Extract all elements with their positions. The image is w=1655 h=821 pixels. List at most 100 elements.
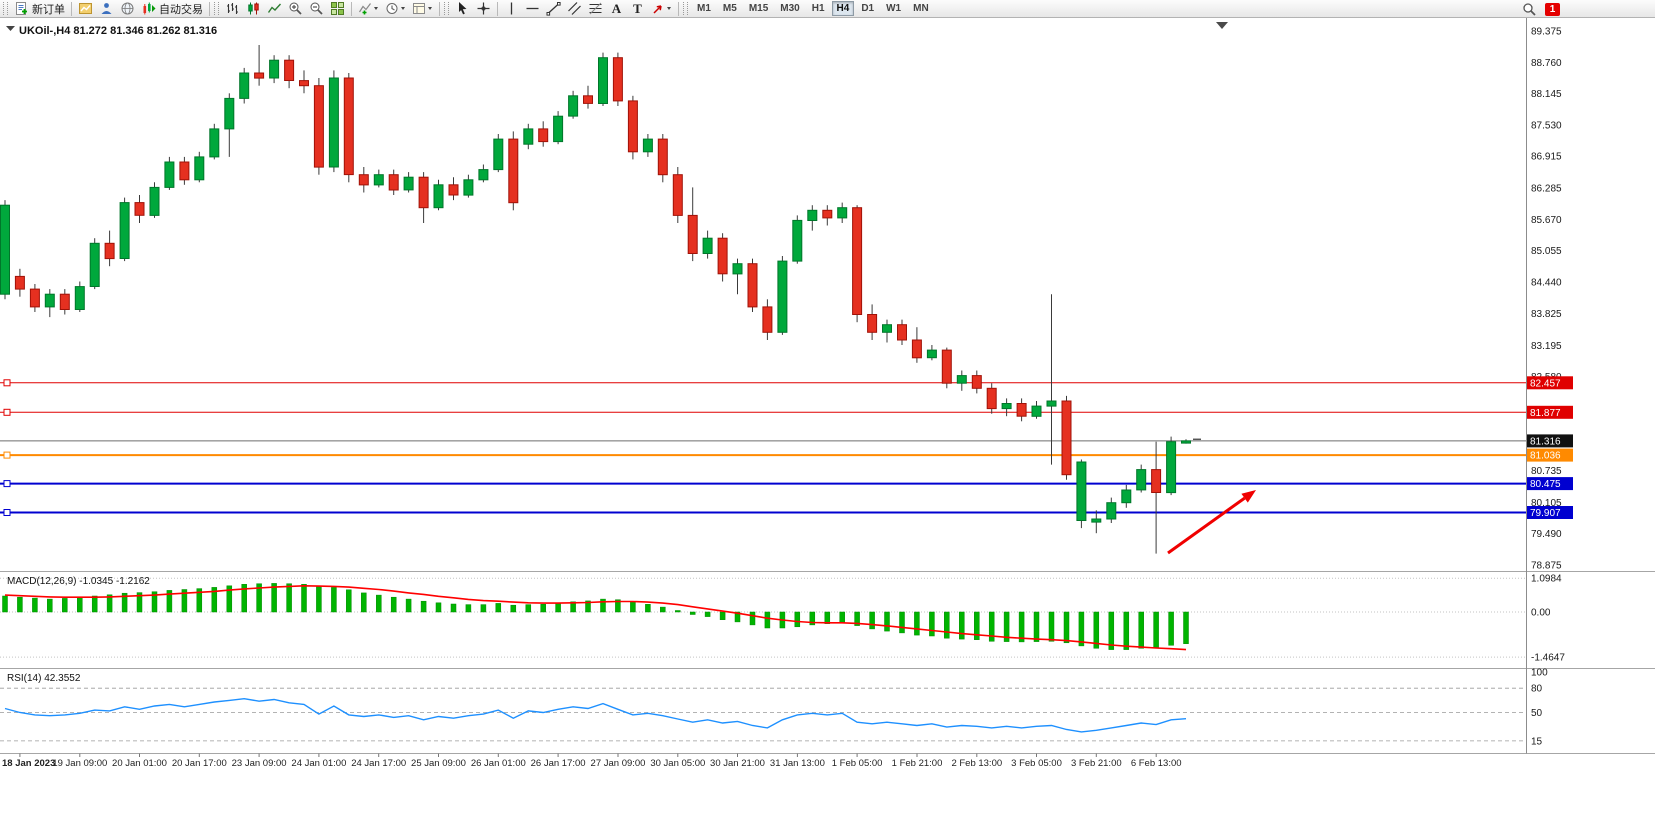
candle-body [702, 237, 713, 254]
macd-bar [226, 585, 233, 613]
line-handle[interactable] [3, 509, 11, 516]
timeframe-button-d1[interactable]: D1 [856, 1, 879, 16]
macd-bar [1033, 611, 1040, 642]
candle-body [164, 161, 175, 188]
new-order-button[interactable]: 新订单 [11, 0, 68, 17]
macd-bar [420, 600, 427, 613]
search-button[interactable] [1519, 1, 1540, 18]
candle-body [59, 293, 70, 311]
chart-area[interactable]: 89.375 88.760 88.145 87.530 86.915 86.285 85.6… [0, 18, 1655, 821]
toolbar-group-grip[interactable] [214, 2, 219, 15]
symbol-collapse-icon[interactable] [6, 26, 15, 31]
macd-scale-label: 1.0984 [1531, 574, 1562, 585]
price-tag-text: 80.475 [1530, 479, 1561, 490]
macd-bar [405, 598, 412, 613]
line-handle[interactable] [3, 480, 11, 488]
horizontal-line-icon [526, 7, 539, 10]
vertical-line-tool-button[interactable] [501, 0, 522, 17]
data-window-icon [121, 2, 134, 15]
macd-bar [256, 583, 262, 613]
periods-button[interactable] [382, 0, 409, 17]
price-tag-text: 82.457 [1530, 378, 1561, 389]
crosshair-button[interactable] [473, 0, 494, 17]
bar-chart-button[interactable] [222, 0, 243, 17]
timeframe-button-mn[interactable]: MN [908, 1, 934, 16]
market-watch-button[interactable] [96, 0, 117, 17]
fibonacci-icon [589, 2, 602, 15]
data-window-button[interactable] [117, 0, 138, 17]
price-tag-text: 81.877 [1530, 408, 1561, 419]
macd-bar [959, 611, 965, 640]
text-tool-button[interactable]: A [606, 0, 627, 17]
trend-arrow-line[interactable] [1167, 496, 1246, 555]
fibonacci-tool-button[interactable] [585, 0, 606, 17]
toolbar-group-grip[interactable] [3, 2, 8, 15]
macd-bar [1108, 611, 1115, 650]
zoom-out-button[interactable] [306, 0, 327, 17]
candle-body [1091, 518, 1102, 523]
notification-badge[interactable]: 1 [1545, 3, 1560, 16]
trend-arrow-head[interactable] [1241, 490, 1256, 503]
text-label-tool-button[interactable]: T [627, 0, 648, 17]
line-chart-button[interactable] [264, 0, 285, 17]
candle-body [1106, 502, 1117, 520]
autotrading-button[interactable]: 自动交易 [138, 0, 206, 17]
candle-body [134, 202, 145, 216]
macd-bar [615, 599, 621, 613]
candle-body [971, 375, 982, 389]
time-axis-label: 1 Feb 05:00 [832, 758, 883, 769]
price-axis-label: 88.145 [1531, 89, 1562, 100]
time-axis-label: 24 Jan 01:00 [291, 758, 346, 769]
time-axis-label: 2 Feb 13:00 [951, 758, 1002, 769]
line-handle[interactable] [3, 379, 11, 387]
candle-body [747, 263, 758, 308]
toolbar-group-grip[interactable] [683, 2, 688, 15]
toolbar-separator [439, 1, 440, 16]
macd-bar [1018, 611, 1025, 643]
templates-button[interactable] [409, 0, 436, 17]
timeframe-button-w1[interactable]: W1 [881, 1, 906, 16]
macd-bar [988, 611, 995, 642]
candle-body [14, 275, 25, 290]
timeframe-button-m1[interactable]: M1 [692, 1, 716, 16]
line-handle[interactable] [3, 408, 11, 416]
candle-body [493, 138, 504, 171]
channel-tool-button[interactable] [564, 0, 585, 17]
horizontal-line-tool-button[interactable] [522, 0, 543, 17]
price-axis-label: 83.195 [1531, 341, 1562, 352]
time-axis-label: 18 Jan 2023 [2, 758, 55, 769]
tile-windows-button[interactable] [327, 0, 348, 17]
zoom-in-button[interactable] [285, 0, 306, 17]
candle-body [926, 349, 937, 359]
svg-text:A: A [612, 1, 622, 16]
candlestick-chart-button[interactable] [243, 0, 264, 17]
time-axis-label: 1 Feb 21:00 [892, 758, 943, 769]
chart-window-button[interactable] [75, 0, 96, 17]
macd-bar [1003, 611, 1010, 642]
timeframe-button-m15[interactable]: M15 [744, 1, 773, 16]
templates-icon [413, 3, 432, 14]
macd-bar [495, 603, 502, 613]
chart-shift-marker[interactable] [1216, 22, 1228, 29]
toolbar-group-grip[interactable] [444, 2, 449, 15]
line-handle[interactable] [3, 451, 11, 459]
time-axis-label: 19 Jan 09:00 [52, 758, 107, 769]
macd-bar [331, 587, 337, 613]
indicators-button[interactable] [355, 0, 382, 17]
macd-bar [121, 592, 128, 613]
timeframe-button-h4[interactable]: H4 [831, 1, 855, 16]
timeframe-button-h1[interactable]: H1 [807, 1, 830, 16]
timeframe-button-m5[interactable]: M5 [718, 1, 742, 16]
candle-body [598, 57, 608, 104]
chart-background [0, 18, 1655, 821]
arrows-tool-button[interactable] [648, 0, 675, 17]
trendline-tool-button[interactable] [543, 0, 564, 17]
text-t-icon: T [633, 1, 642, 16]
macd-histogram [2, 583, 1189, 650]
timeframe-button-m30[interactable]: M30 [775, 1, 804, 16]
candle-body [343, 77, 354, 176]
cursor-button[interactable] [452, 0, 473, 17]
macd-bar [1123, 611, 1130, 650]
toolbar-separator [351, 1, 352, 16]
new-order-label: 新订单 [32, 3, 65, 16]
